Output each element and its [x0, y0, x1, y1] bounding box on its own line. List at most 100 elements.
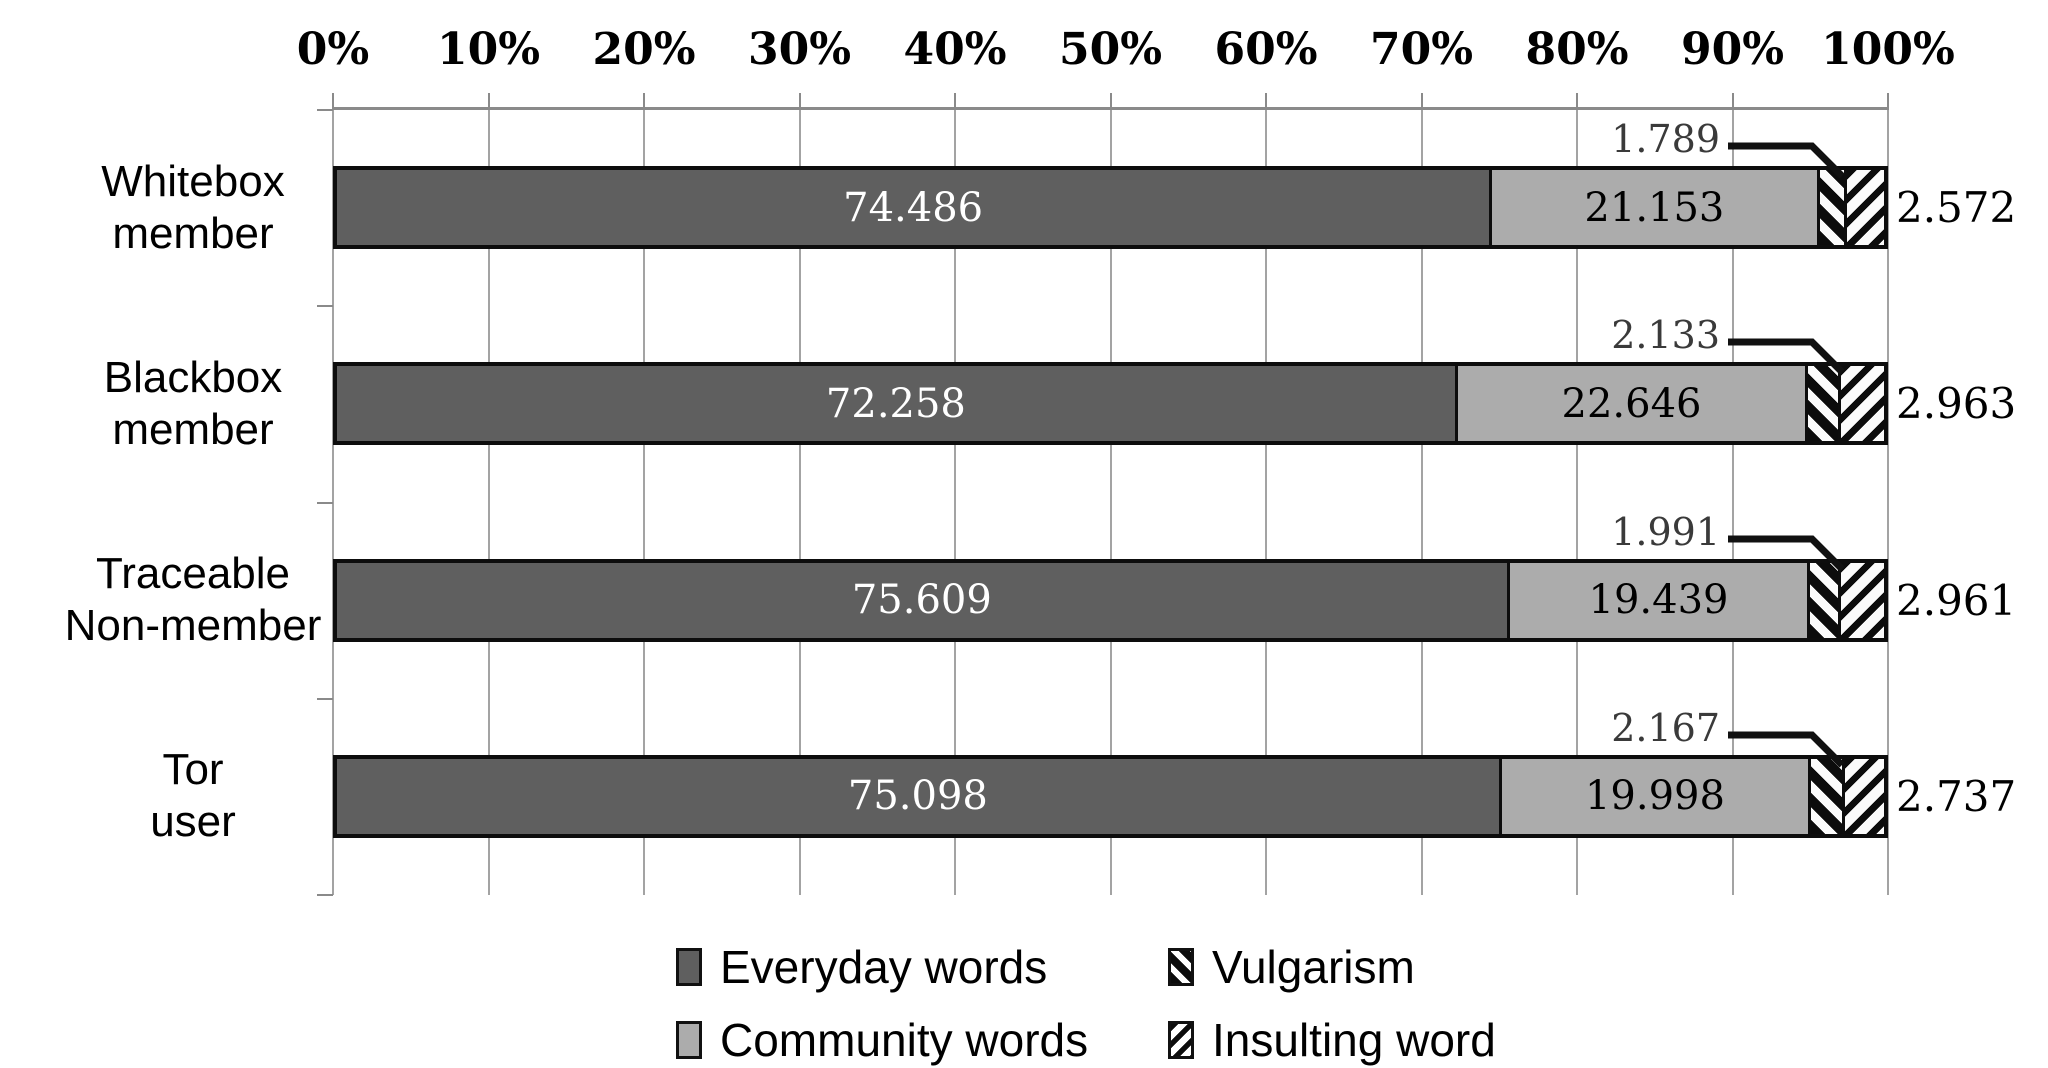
- segment-value-label: 21.153: [1584, 184, 1725, 231]
- plot-area: Whitebox member 74.486 21.153 1.789 2.572 Blac…: [65, 93, 2017, 896]
- legend-entry: Community words: [676, 1015, 1168, 1065]
- vertical-gridline: [643, 110, 645, 895]
- stacked-bar: 75.609 19.439: [333, 558, 1888, 642]
- vulgarism-callout-label: 2.133: [1611, 313, 1720, 358]
- segment-value-label: 19.439: [1588, 577, 1729, 623]
- segment-value-label: 72.258: [825, 380, 966, 427]
- insulting-word-value-label: 2.737: [1896, 771, 2017, 821]
- vulgarism-callout-label: 2.167: [1611, 705, 1720, 750]
- category-label-line: Whitebox: [101, 156, 285, 206]
- y-axis-tick: [317, 501, 333, 504]
- stacked-bar: 75.098 19.998: [333, 754, 1888, 838]
- bar-row: Tor user 75.098 19.998 2.167 2.737: [150, 699, 2016, 895]
- x-axis-tick-label: 10%: [436, 24, 541, 75]
- vulgarism-callout-line: [1728, 338, 1845, 375]
- vulgarism-callout-line: [1728, 535, 1845, 571]
- category-label-line: Tor: [162, 745, 224, 795]
- x-axis-tick-label: 70%: [1369, 24, 1474, 75]
- legend-entry: Everyday words: [676, 942, 1168, 992]
- x-axis-tick-label: 0%: [296, 24, 370, 75]
- legend-entry: Insulting word: [1168, 1015, 1496, 1065]
- y-axis-tick: [317, 894, 333, 896]
- x-axis-tick-label: 90%: [1680, 24, 1785, 75]
- y-axis-tick: [317, 697, 333, 700]
- legend-label: Everyday words: [720, 940, 1048, 993]
- x-axis-tick: [1887, 93, 1889, 110]
- vertical-gridline: [1265, 110, 1267, 895]
- x-axis-tick-label: 80%: [1525, 24, 1629, 75]
- category-label-line: member: [112, 208, 274, 258]
- x-axis-tick: [487, 93, 490, 110]
- vulgarism-segment: [1808, 758, 1842, 834]
- x-axis-tick: [643, 93, 645, 110]
- category-label-line: Non-member: [64, 601, 322, 650]
- vulgarism-segment: [1805, 366, 1839, 442]
- everyday-words-segment: 74.486: [337, 170, 1490, 245]
- vulgarism-callout-line: [1728, 142, 1845, 179]
- x-axis-tick-label: 30%: [747, 24, 852, 75]
- segment-value-label: 75.609: [851, 577, 992, 623]
- vertical-gridline: [1887, 110, 1889, 895]
- legend-swatch-black-forwardslash-stripes: [1168, 1020, 1194, 1059]
- x-axis-tick: [1265, 93, 1267, 110]
- bar-row: Blackbox member 72.258 22.646 2.133 2.963: [104, 306, 2017, 502]
- category-label-line: user: [150, 797, 236, 847]
- x-axis-tick-label: 50%: [1058, 24, 1163, 75]
- category-label-line: Blackbox: [103, 352, 283, 402]
- everyday-words-segment: 75.609: [337, 562, 1507, 638]
- vulgarism-callout-label: 1.789: [1611, 117, 1720, 161]
- x-axis-tick-label: 60%: [1214, 24, 1318, 75]
- vertical-gridline: [1576, 110, 1578, 895]
- category-label-line: Traceable: [95, 549, 291, 598]
- vertical-gridline: [1109, 110, 1112, 895]
- x-axis-tick: [798, 93, 801, 110]
- segment-value-label: 74.486: [843, 184, 984, 231]
- everyday-words-segment: 72.258: [337, 366, 1455, 442]
- y-axis-tick: [317, 305, 333, 308]
- vulgarism-segment: [1816, 170, 1845, 245]
- x-axis-tick-label: 40%: [903, 24, 1007, 75]
- community-words-segment: 22.646: [1454, 366, 1806, 442]
- bar-row: Traceable Non-member 75.609 19.439 1.991 2.96…: [65, 503, 2017, 699]
- insulting-word-value-label: 2.572: [1896, 183, 2017, 232]
- x-axis-tick-labels: 0% 10% 20% 30% 40% 50% 60% 70% 80% 90% 100%: [297, 24, 1955, 78]
- x-axis-tick: [1731, 93, 1734, 110]
- vertical-gridline: [1420, 110, 1423, 895]
- insulting-word-value-label: 2.963: [1896, 379, 2017, 429]
- legend-label: Community words: [720, 1013, 1089, 1066]
- insulting-word-segment: [1838, 562, 1884, 638]
- insulting-word-segment: [1844, 170, 1884, 245]
- segment-value-label: 19.998: [1584, 773, 1725, 820]
- x-axis-tick: [954, 93, 956, 110]
- legend-entry: Vulgarism: [1168, 942, 1496, 992]
- vertical-gridline: [487, 110, 490, 895]
- everyday-words-segment: 75.098: [337, 758, 1499, 834]
- community-words-segment: 19.998: [1498, 758, 1809, 834]
- category-label: Traceable Non-member: [13, 549, 373, 650]
- legend: Everyday words Vulgarism Community words In…: [676, 930, 1496, 1068]
- stacked-bar: 74.486 21.153: [333, 166, 1888, 249]
- legend-swatch-dark-gray: [676, 947, 702, 986]
- vulgarism-callout-label: 1.991: [1611, 509, 1720, 554]
- vertical-gridline: [332, 110, 334, 895]
- category-label: Blackbox member: [13, 353, 373, 454]
- bar-row: Whitebox member 74.486 21.153 1.789 2.572: [101, 110, 2016, 306]
- x-axis-tick: [1109, 93, 1112, 110]
- segment-value-label: 22.646: [1561, 380, 1702, 427]
- insulting-word-value-label: 2.961: [1896, 575, 2017, 625]
- vertical-gridline: [1731, 110, 1734, 895]
- category-label: Whitebox member: [13, 157, 373, 258]
- community-words-segment: 21.153: [1489, 170, 1817, 245]
- y-axis-tick: [317, 109, 333, 111]
- insulting-word-segment: [1841, 758, 1884, 834]
- insulting-word-segment: [1838, 366, 1884, 442]
- community-words-segment: 19.439: [1506, 562, 1808, 638]
- vertical-gridline: [954, 110, 956, 895]
- category-label-line: member: [112, 404, 274, 454]
- category-label: Tor user: [13, 745, 373, 846]
- vertical-gridline: [798, 110, 801, 895]
- x-axis-tick: [1420, 93, 1423, 110]
- vulgarism-segment: [1807, 562, 1839, 638]
- legend-label: Vulgarism: [1212, 940, 1415, 993]
